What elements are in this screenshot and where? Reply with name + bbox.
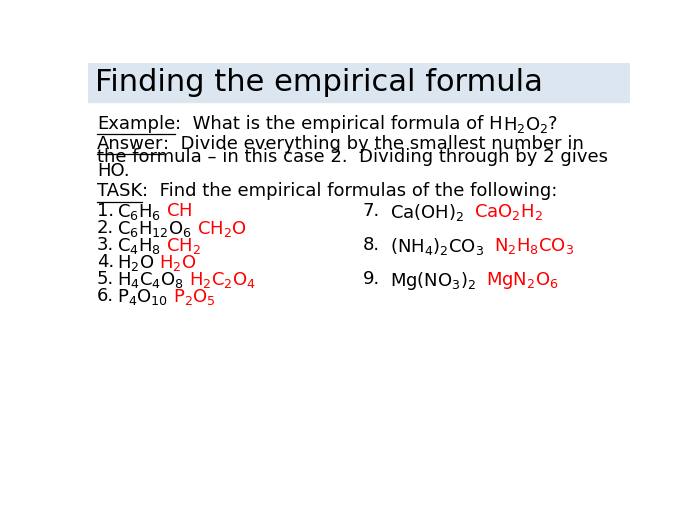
Text: $\mathregular{H_2O}$: $\mathregular{H_2O}$ bbox=[117, 253, 154, 273]
Text: $\mathregular{CH_2}$: $\mathregular{CH_2}$ bbox=[166, 236, 201, 256]
Text: 6.: 6. bbox=[97, 287, 114, 305]
Text: Example: Example bbox=[97, 114, 175, 133]
Text: 9.: 9. bbox=[363, 270, 380, 288]
Text: $\mathregular{CH_2O}$: $\mathregular{CH_2O}$ bbox=[197, 219, 247, 239]
Text: $\mathregular{H_2O_2}$: $\mathregular{H_2O_2}$ bbox=[503, 114, 548, 134]
Text: ?: ? bbox=[548, 114, 557, 133]
Text: $\mathregular{C_4H_8}$: $\mathregular{C_4H_8}$ bbox=[117, 236, 161, 256]
Text: $\mathregular{C_6H_6}$: $\mathregular{C_6H_6}$ bbox=[117, 202, 161, 223]
Text: $\mathregular{(NH_4)_2CO_3}$: $\mathregular{(NH_4)_2CO_3}$ bbox=[390, 236, 484, 257]
Text: 4.: 4. bbox=[97, 253, 114, 271]
Text: 2.: 2. bbox=[97, 219, 114, 237]
Text: Finding the empirical formula: Finding the empirical formula bbox=[95, 68, 543, 97]
Text: :  Divide everything by the smallest number in: : Divide everything by the smallest numb… bbox=[163, 134, 584, 153]
Text: 7.: 7. bbox=[363, 202, 380, 220]
Text: HO.: HO. bbox=[97, 162, 130, 180]
Text: $\mathregular{H_4C_4O_8}$: $\mathregular{H_4C_4O_8}$ bbox=[117, 270, 184, 290]
Text: $\mathregular{N_2H_8CO_3}$: $\mathregular{N_2H_8CO_3}$ bbox=[494, 236, 574, 256]
Bar bbox=[88, 63, 630, 101]
Text: 8.: 8. bbox=[363, 236, 379, 254]
Text: 5.: 5. bbox=[97, 270, 114, 288]
Text: :  What is the empirical formula of H: : What is the empirical formula of H bbox=[175, 114, 503, 133]
Text: 1.: 1. bbox=[97, 202, 114, 220]
Text: TASK: TASK bbox=[97, 182, 142, 201]
Text: the formula – in this case 2.  Dividing through by 2 gives: the formula – in this case 2. Dividing t… bbox=[97, 149, 608, 166]
Text: $\mathregular{C_6H_{12}O_6}$: $\mathregular{C_6H_{12}O_6}$ bbox=[117, 219, 192, 239]
Text: 3.: 3. bbox=[97, 236, 114, 254]
Text: :  Find the empirical formulas of the following:: : Find the empirical formulas of the fol… bbox=[142, 182, 557, 201]
Text: $\mathregular{Ca(OH)_2}$: $\mathregular{Ca(OH)_2}$ bbox=[390, 202, 464, 223]
Text: $\mathregular{H_2C_2O_4}$: $\mathregular{H_2C_2O_4}$ bbox=[189, 270, 256, 290]
Text: $\mathregular{MgN_2O_6}$: $\mathregular{MgN_2O_6}$ bbox=[486, 270, 559, 291]
Text: $\mathregular{CH}$: $\mathregular{CH}$ bbox=[166, 202, 193, 220]
Text: $\mathregular{H_2O}$: $\mathregular{H_2O}$ bbox=[160, 253, 197, 273]
Text: Answer: Answer bbox=[97, 134, 163, 153]
Text: $\mathregular{CaO_2H_2}$: $\mathregular{CaO_2H_2}$ bbox=[474, 202, 543, 223]
Text: $\mathregular{P_4O_{10}}$: $\mathregular{P_4O_{10}}$ bbox=[117, 287, 168, 307]
Text: $\mathregular{P_2O_5}$: $\mathregular{P_2O_5}$ bbox=[173, 287, 216, 307]
Text: $\mathregular{Mg(NO_3)_2}$: $\mathregular{Mg(NO_3)_2}$ bbox=[390, 270, 476, 292]
